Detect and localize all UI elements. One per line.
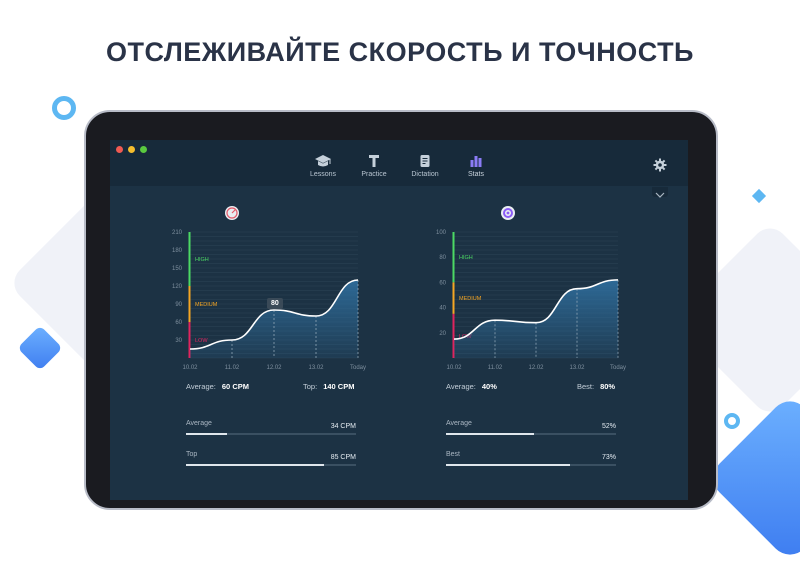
y-tick-label: 30 xyxy=(175,338,182,344)
zone-bar xyxy=(452,282,455,314)
speed-bar-label: Average xyxy=(186,420,212,427)
zone-label: MEDIUM xyxy=(195,302,218,308)
zone-label: LOW xyxy=(195,338,208,344)
accuracy-average-bar xyxy=(446,433,616,435)
stat-value: 60 CPM xyxy=(221,382,249,391)
zone-bar xyxy=(188,322,191,358)
tab-practice[interactable]: Practice xyxy=(348,154,400,178)
zone-label: HIGH xyxy=(459,255,473,261)
stat-label: Best: xyxy=(577,382,595,391)
stat-value: 80% xyxy=(600,382,616,391)
speed-bar-value: 85 CPM xyxy=(330,454,356,461)
y-tick-label: 90 xyxy=(175,302,182,308)
x-tick-label: 10.02 xyxy=(446,365,462,371)
x-tick-label: 13.02 xyxy=(308,365,324,371)
zone-label: HIGH xyxy=(195,257,209,263)
y-tick-label: 60 xyxy=(175,320,182,326)
x-tick-label: 12.02 xyxy=(528,365,544,371)
stat-label: Average: xyxy=(446,382,476,391)
x-tick-label: Today xyxy=(610,365,626,371)
decorative-diamond-icon xyxy=(751,188,767,204)
decorative-ring-icon xyxy=(52,96,76,120)
accuracy-bar-value: 73% xyxy=(601,454,616,461)
x-tick-label: 11.02 xyxy=(225,365,240,371)
y-tick-label: 80 xyxy=(439,255,446,261)
speedometer-icon xyxy=(225,206,239,220)
tab-label: Lessons xyxy=(309,171,337,178)
area-fill xyxy=(454,279,618,358)
speed-top-stat: Top: 140 CPM xyxy=(303,382,354,391)
accuracy-bar-value: 52% xyxy=(601,423,616,430)
text-t-icon xyxy=(369,155,379,167)
stat-label: Average: xyxy=(186,382,216,391)
y-tick-label: 40 xyxy=(439,306,446,312)
speed-bar-value: 34 CPM xyxy=(330,423,356,430)
accuracy-average-stat: Average: 40% xyxy=(446,382,497,391)
tab-dictation[interactable]: Dictation xyxy=(399,154,451,178)
decorative-blob xyxy=(705,393,800,563)
app-screen: Lessons Practice Dictation St xyxy=(110,140,688,500)
x-tick-label: 12.02 xyxy=(266,365,282,371)
speed-chart: 210 180 150 120 90 60 30 HIGH MEDIUM LOW 10.02 11.0… xyxy=(172,230,366,371)
series-line xyxy=(453,279,619,340)
accuracy-bar-label: Best xyxy=(446,451,461,458)
tab-label: Stats xyxy=(468,171,484,178)
accuracy-best-bar xyxy=(446,464,616,466)
bar-chart-icon xyxy=(470,156,482,167)
target-icon xyxy=(501,206,515,220)
series-line xyxy=(189,279,359,350)
speed-top-bar xyxy=(186,464,356,466)
decorative-ring-icon xyxy=(724,413,740,429)
bar-fill xyxy=(186,464,324,466)
stat-value: 140 CPM xyxy=(323,382,355,391)
stat-label: Top: xyxy=(303,382,318,391)
gear-icon[interactable] xyxy=(653,158,667,172)
x-tick-label: Today xyxy=(350,365,366,371)
tab-label: Practice xyxy=(361,171,387,178)
tab-label: Dictation xyxy=(411,171,439,178)
bar-fill xyxy=(446,464,571,466)
x-tick-label: 13.02 xyxy=(569,365,585,371)
speed-highlight-badge: 80 xyxy=(267,298,283,309)
y-tick-label: 180 xyxy=(172,248,183,254)
speed-average-stat: Average: 60 CPM xyxy=(186,382,249,391)
zone-bar xyxy=(452,313,455,358)
document-icon xyxy=(420,155,430,167)
stat-value: 40% xyxy=(481,382,497,391)
speed-average-bar xyxy=(186,433,356,435)
y-tick-label: 100 xyxy=(436,230,447,236)
accuracy-best-stat: Best: 80% xyxy=(577,382,615,391)
bar-fill xyxy=(446,433,535,435)
speed-bar-label: Top xyxy=(186,451,198,458)
zone-bar xyxy=(188,232,191,286)
minimize-window-button[interactable] xyxy=(128,146,135,153)
accuracy-chart: 10080604020HIGHMEDIUMLOW10.0211.0212.021… xyxy=(436,230,626,371)
y-tick-label: 210 xyxy=(172,230,183,236)
accuracy-bar-label: Average xyxy=(446,420,472,427)
y-tick-label: 60 xyxy=(439,280,446,286)
zone-bar xyxy=(188,286,191,322)
zone-label: MEDIUM xyxy=(459,296,482,302)
y-tick-label: 120 xyxy=(172,284,183,290)
toolbar: Lessons Practice Dictation St xyxy=(110,140,688,186)
chevron-down-icon[interactable] xyxy=(652,187,668,198)
headline: ОТСЛЕЖИВАЙТЕ СКОРОСТЬ И ТОЧНОСТЬ xyxy=(106,37,694,67)
tab-lessons[interactable]: Lessons xyxy=(297,154,349,178)
bar-fill xyxy=(186,433,227,435)
close-window-button[interactable] xyxy=(116,146,123,153)
y-tick-label: 20 xyxy=(439,331,446,337)
graduation-cap-icon xyxy=(315,155,331,167)
x-tick-label: 10.02 xyxy=(182,365,198,371)
tab-stats[interactable]: Stats xyxy=(450,154,502,178)
y-tick-label: 150 xyxy=(172,266,183,272)
zone-bar xyxy=(452,232,455,283)
x-tick-label: 11.02 xyxy=(488,365,503,371)
zoom-window-button[interactable] xyxy=(140,146,147,153)
